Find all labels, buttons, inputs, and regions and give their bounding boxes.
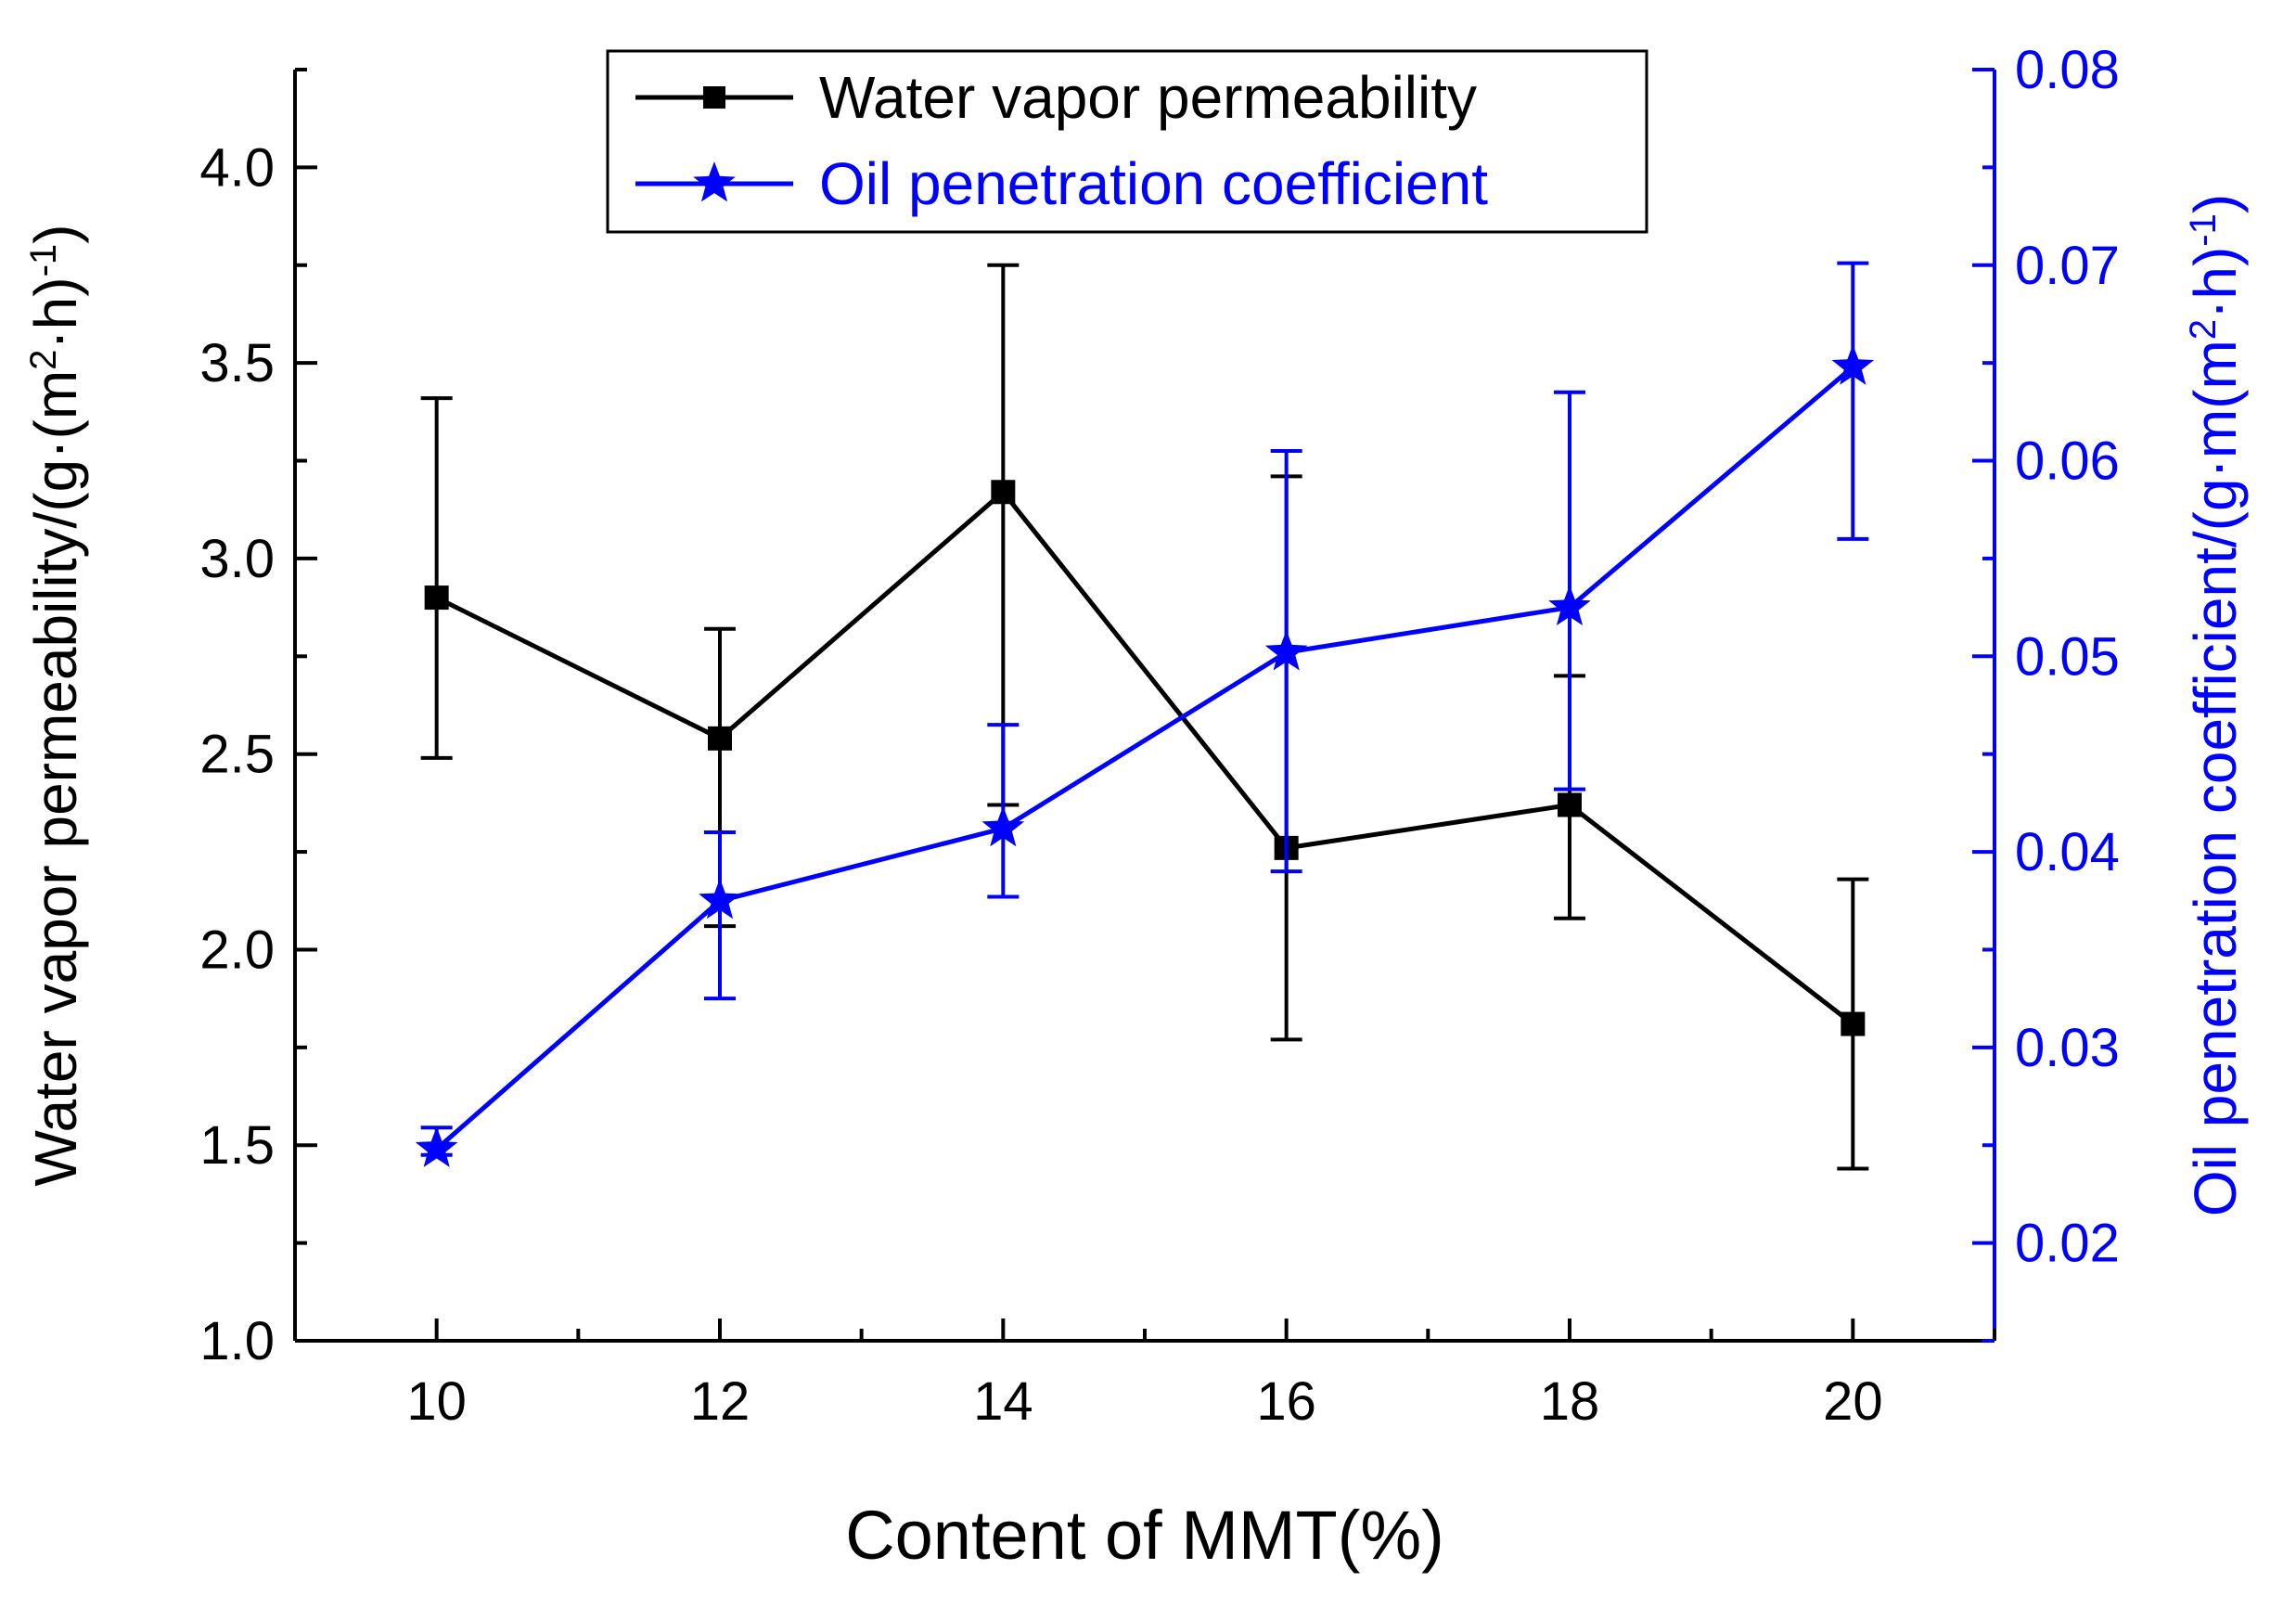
legend-box: [606, 49, 1648, 234]
right-y-axis-title-part: ): [2182, 194, 2249, 213]
left-y-axis-title-part: ): [22, 225, 89, 244]
x-tick-label: 12: [690, 1371, 750, 1432]
axis-labels: Content of MMT(%) Water vapor permeabilit…: [22, 194, 2249, 1574]
oil-penetration-point: [415, 1126, 458, 1167]
right-y-axis-title-part: 2: [2183, 319, 2224, 340]
oil-penetration-point: [981, 805, 1025, 847]
water-vapor-point: [1558, 792, 1582, 817]
right-y-axis-title-part: -1: [2183, 213, 2224, 247]
water-vapor-point: [708, 726, 732, 751]
left-tick-label: 4.0: [199, 137, 275, 198]
water-vapor-line: [435, 489, 1854, 1026]
legend-marker-oil-penetration: [693, 161, 736, 202]
x-tick-label: 14: [973, 1371, 1033, 1432]
left-tick-label: 1.5: [199, 1115, 275, 1176]
right-tick-label: 0.07: [2015, 236, 2120, 296]
right-y-axis-title-part: Oil penetration coefficient/(g·m(m: [2182, 340, 2249, 1216]
left-tick-label: 2.5: [199, 725, 275, 785]
oil-penetration-point: [1548, 585, 1591, 625]
series-water-vapor: [420, 263, 1869, 1171]
right-tick-label: 0.03: [2015, 1018, 2120, 1078]
left-y-axis-title: Water vapor permeability/(g·(m2·h)-1): [22, 225, 89, 1187]
x-tick-label: 16: [1256, 1371, 1316, 1432]
x-tick-label: 18: [1540, 1371, 1600, 1432]
legend-label-oil-penetration: Oil penetration coefficient: [819, 150, 1488, 217]
water-vapor-point: [424, 585, 449, 611]
oil-penetration-point: [1831, 344, 1875, 385]
x-tick-label: 10: [406, 1371, 467, 1432]
right-tick-label: 0.04: [2015, 822, 2120, 882]
x-axis-title: Content of MMT(%): [845, 1497, 1444, 1574]
left-tick-label: 2.0: [199, 920, 275, 980]
water-vapor-point: [1841, 1011, 1866, 1036]
oil-penetration-point: [1264, 630, 1308, 671]
right-y-axis-title-part: ·h): [2182, 247, 2249, 319]
series-oil-penetration: [415, 261, 1875, 1167]
left-y-axis-title-part: ·h): [22, 277, 89, 349]
axes: 10 12 14 16 18 20 1.0 1.5 2.0 2.5 3.0 3.5 4.0 0.02 0.0…: [199, 40, 2120, 1432]
right-tick-label: 0.05: [2015, 626, 2120, 687]
right-tick-label: 0.08: [2015, 40, 2120, 100]
right-y-axis-title: Oil penetration coefficient/(g·m(m2·h)-1…: [2182, 194, 2249, 1216]
legend: Water vapor permeability Oil penetration …: [606, 49, 1648, 234]
right-tick-label: 0.06: [2015, 431, 2120, 492]
right-tick-label: 0.02: [2015, 1214, 2120, 1274]
left-tick-label: 3.0: [199, 529, 275, 589]
left-y-axis-title-part: Water vapor permeability/(g·(m: [22, 370, 89, 1187]
left-y-axis-title-part: 2: [23, 350, 64, 370]
legend-marker-water-vapor: [703, 86, 725, 109]
oil-penetration-line: [435, 365, 1854, 1151]
x-tick-label: 20: [1823, 1371, 1883, 1432]
left-tick-label: 3.5: [199, 333, 275, 393]
left-tick-label: 1.0: [199, 1311, 275, 1371]
oil-penetration-point: [699, 878, 741, 920]
left-y-axis-title-part: -1: [23, 244, 64, 277]
water-vapor-point: [991, 480, 1016, 505]
legend-label-water-vapor: Water vapor permeability: [819, 64, 1477, 131]
series-layer: [415, 261, 1875, 1171]
